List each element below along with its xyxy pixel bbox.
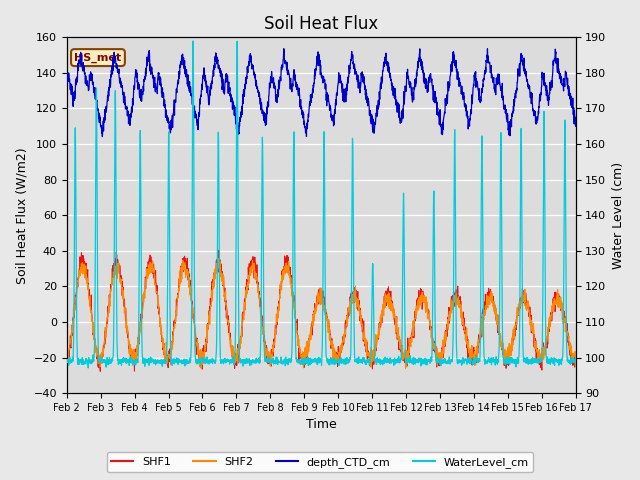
Y-axis label: Soil Heat Flux (W/m2): Soil Heat Flux (W/m2) <box>15 147 28 284</box>
Legend: SHF1, SHF2, depth_CTD_cm, WaterLevel_cm: SHF1, SHF2, depth_CTD_cm, WaterLevel_cm <box>107 452 533 472</box>
Y-axis label: Water Level (cm): Water Level (cm) <box>612 162 625 269</box>
X-axis label: Time: Time <box>306 419 337 432</box>
Title: Soil Heat Flux: Soil Heat Flux <box>264 15 378 33</box>
Text: HS_met: HS_met <box>74 52 122 63</box>
